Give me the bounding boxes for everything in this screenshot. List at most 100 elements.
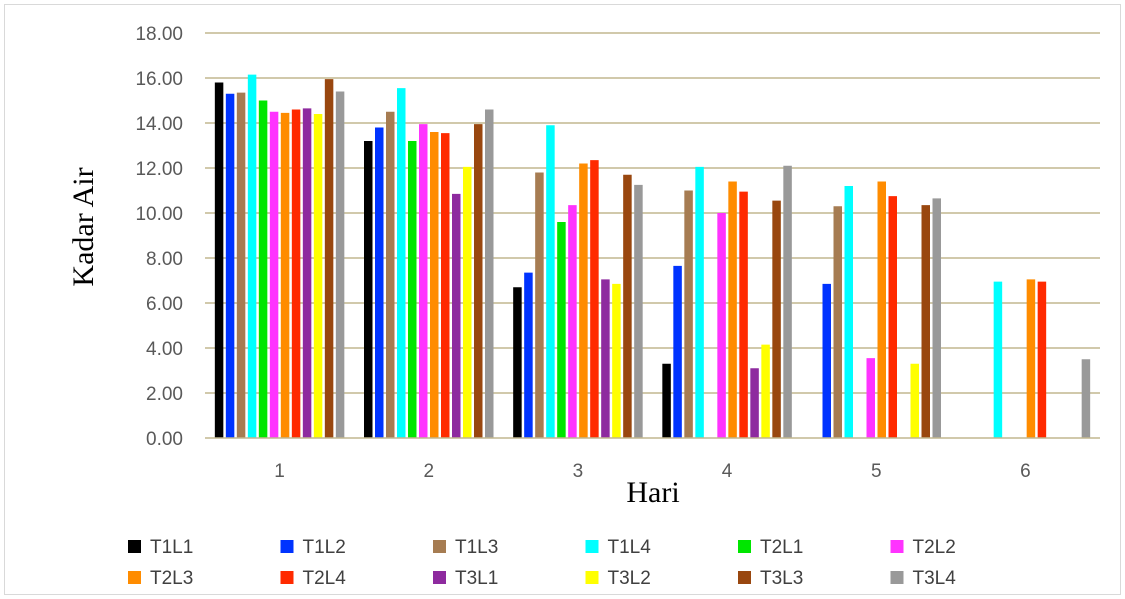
bar-t1l1-day-2 (364, 141, 373, 438)
bar-t2l1-day-3 (557, 222, 566, 438)
bar-t3l1-day-2 (452, 193, 461, 439)
bar-t1l4-day-1 (247, 74, 257, 438)
legend-swatch-t3l1 (433, 571, 446, 584)
bar-t2l4-day-4 (739, 191, 748, 438)
bar-t3l2-day-4 (761, 344, 770, 439)
bar-t3l3-day-5 (921, 205, 930, 438)
bar-t3l2-day-2 (463, 166, 472, 439)
bar-t2l4-day-6 (1037, 281, 1047, 439)
legend-label-t2l4: T2L4 (303, 568, 347, 589)
bar-t1l3-day-4 (684, 190, 693, 438)
bar-t2l2-day-3 (568, 205, 577, 438)
bar-t1l4-day-3 (546, 125, 555, 438)
x-tick-label: 4 (722, 461, 733, 482)
legend-label-t1l3: T1L3 (455, 537, 498, 558)
bar-t2l3-day-4 (728, 181, 737, 438)
legend-swatch-t1l2 (280, 540, 294, 553)
legend-label-t2l1: T2L1 (760, 537, 803, 558)
x-axis-title: Hari (626, 476, 679, 509)
legend-swatch-t2l1 (738, 540, 751, 553)
bar-t1l2-day-5 (822, 283, 831, 439)
bar-t1l1-day-1 (214, 82, 224, 438)
y-tick-label: 6.00 (146, 294, 183, 315)
bar-t2l4-day-2 (441, 133, 450, 439)
y-tick-label: 12.00 (135, 159, 183, 180)
bar-t2l1-day-2 (408, 141, 417, 438)
bar-t1l2-day-2 (375, 127, 384, 438)
y-tick-label: 18.00 (135, 24, 183, 45)
bar-t2l4-day-3 (590, 160, 599, 439)
bar-t3l1-day-1 (302, 108, 312, 439)
legend-label-t1l4: T1L4 (608, 537, 652, 558)
bar-t1l2-day-1 (225, 93, 235, 438)
bar-t3l1-day-4 (750, 368, 759, 438)
gridlines (205, 32, 1100, 394)
legend: T1L1 T1L2 T1L3 T1L4 T2L1 T2L2 T2L3 T2L4 T3L1 T3L2… (128, 537, 956, 589)
bar-t2l4-day-5 (888, 196, 897, 439)
bar-t3l4-day-1 (335, 91, 345, 438)
y-axis-ticks: 0.00 2.00 4.00 6.00 8.00 10.00 12.00 14.00 16.00… (135, 24, 183, 450)
bar-t2l2-day-2 (419, 124, 428, 438)
bar-t1l3-day-3 (535, 172, 544, 438)
bar-t1l3-day-2 (386, 111, 395, 438)
bar-t1l2-day-3 (524, 272, 533, 439)
legend-label-t3l2: T3L2 (608, 568, 651, 589)
bar-t3l4-day-6 (1081, 359, 1091, 438)
bar-t2l3-day-1 (280, 112, 290, 438)
x-tick-label: 1 (274, 461, 285, 482)
x-tick-label: 6 (1020, 461, 1031, 482)
bar-t3l2-day-5 (910, 363, 919, 438)
x-tick-label: 5 (871, 461, 882, 482)
legend-swatch-t2l2 (890, 540, 904, 553)
bar-t2l2-day-1 (269, 111, 279, 438)
bar-t1l2-day-4 (673, 265, 682, 439)
y-tick-label: 0.00 (146, 429, 183, 450)
bar-t1l4-day-5 (844, 186, 853, 438)
bar-t1l4-day-2 (397, 88, 406, 439)
bar-t2l1-day-1 (258, 100, 268, 438)
legend-label-t1l2: T1L2 (303, 537, 346, 558)
x-tick-label: 3 (573, 461, 584, 482)
bar-t3l3-day-3 (623, 174, 632, 438)
bar-t3l3-day-1 (324, 79, 334, 439)
bar-t1l1-day-4 (662, 363, 671, 438)
y-tick-label: 8.00 (146, 249, 183, 270)
bar-t3l3-day-2 (474, 124, 483, 438)
legend-swatch-t1l4 (585, 540, 599, 553)
legend-label-t1l1: T1L1 (150, 537, 193, 558)
y-tick-label: 2.00 (146, 384, 183, 405)
y-tick-label: 16.00 (135, 69, 183, 90)
bar-t1l4-day-6 (993, 281, 1003, 439)
legend-label-t3l4: T3L4 (913, 568, 957, 589)
legend-swatch-t3l4 (890, 571, 904, 584)
bars (214, 74, 1091, 439)
x-axis-ticks: 1 2 3 4 5 6 (274, 461, 1030, 482)
bar-t2l3-day-2 (430, 132, 439, 438)
y-tick-label: 10.00 (135, 204, 183, 225)
bar-t3l4-day-3 (634, 184, 643, 439)
bar-t2l4-day-1 (291, 109, 301, 438)
bar-t3l3-day-4 (772, 200, 781, 439)
legend-label-t2l3: T2L3 (150, 568, 193, 589)
legend-swatch-t1l1 (128, 540, 141, 553)
bar-t3l4-day-5 (932, 198, 941, 439)
bar-t3l4-day-4 (783, 165, 792, 438)
bar-t1l3-day-5 (833, 206, 842, 438)
legend-label-t2l2: T2L2 (913, 537, 956, 558)
bar-t2l3-day-5 (877, 181, 886, 438)
y-axis-title: Kadar Air (67, 167, 100, 286)
y-tick-label: 14.00 (135, 114, 183, 135)
bar-t3l4-day-2 (485, 109, 494, 438)
x-tick-label: 2 (424, 461, 435, 482)
bar-t2l2-day-4 (717, 213, 726, 438)
bar-t2l3-day-3 (579, 163, 588, 438)
y-tick-label: 4.00 (146, 339, 183, 360)
legend-swatch-t3l3 (738, 571, 751, 584)
legend-swatch-t2l4 (280, 571, 294, 584)
legend-swatch-t3l2 (585, 571, 599, 584)
bar-t3l1-day-3 (601, 279, 610, 439)
bar-t1l1-day-3 (513, 287, 522, 438)
legend-swatch-t1l3 (433, 540, 446, 553)
legend-label-t3l3: T3L3 (760, 568, 803, 589)
